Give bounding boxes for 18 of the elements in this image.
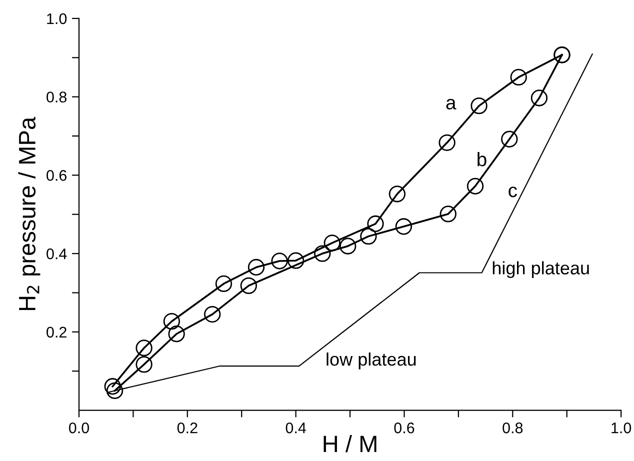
annotation: high plateau: [492, 261, 589, 278]
x-tick-label: 0.2: [177, 422, 198, 434]
y-tick-label: 0.8: [46, 92, 67, 102]
y-tick-label: 1.0: [47, 13, 67, 24]
annotation: low plateau: [326, 352, 416, 370]
series-label: a: [446, 98, 456, 110]
x-tick-label: 0.4: [286, 422, 306, 434]
x-tick-label: 1.0: [612, 422, 632, 434]
series-label: c: [508, 186, 517, 198]
x-tick-label: 0.6: [394, 422, 414, 434]
x-tick-label: 0.0: [68, 422, 90, 434]
y-axis-title: H$_{2}$ pressure / MPa: [18, 116, 40, 310]
y-tick-label: 0.6: [46, 170, 67, 181]
x-tick-label: 0.8: [502, 422, 523, 434]
series-label: b: [478, 152, 486, 166]
x-axis-title: H / M: [324, 434, 376, 452]
y-tick-label: 0.4: [46, 248, 67, 260]
y-tick-label: 0.2: [46, 326, 66, 338]
